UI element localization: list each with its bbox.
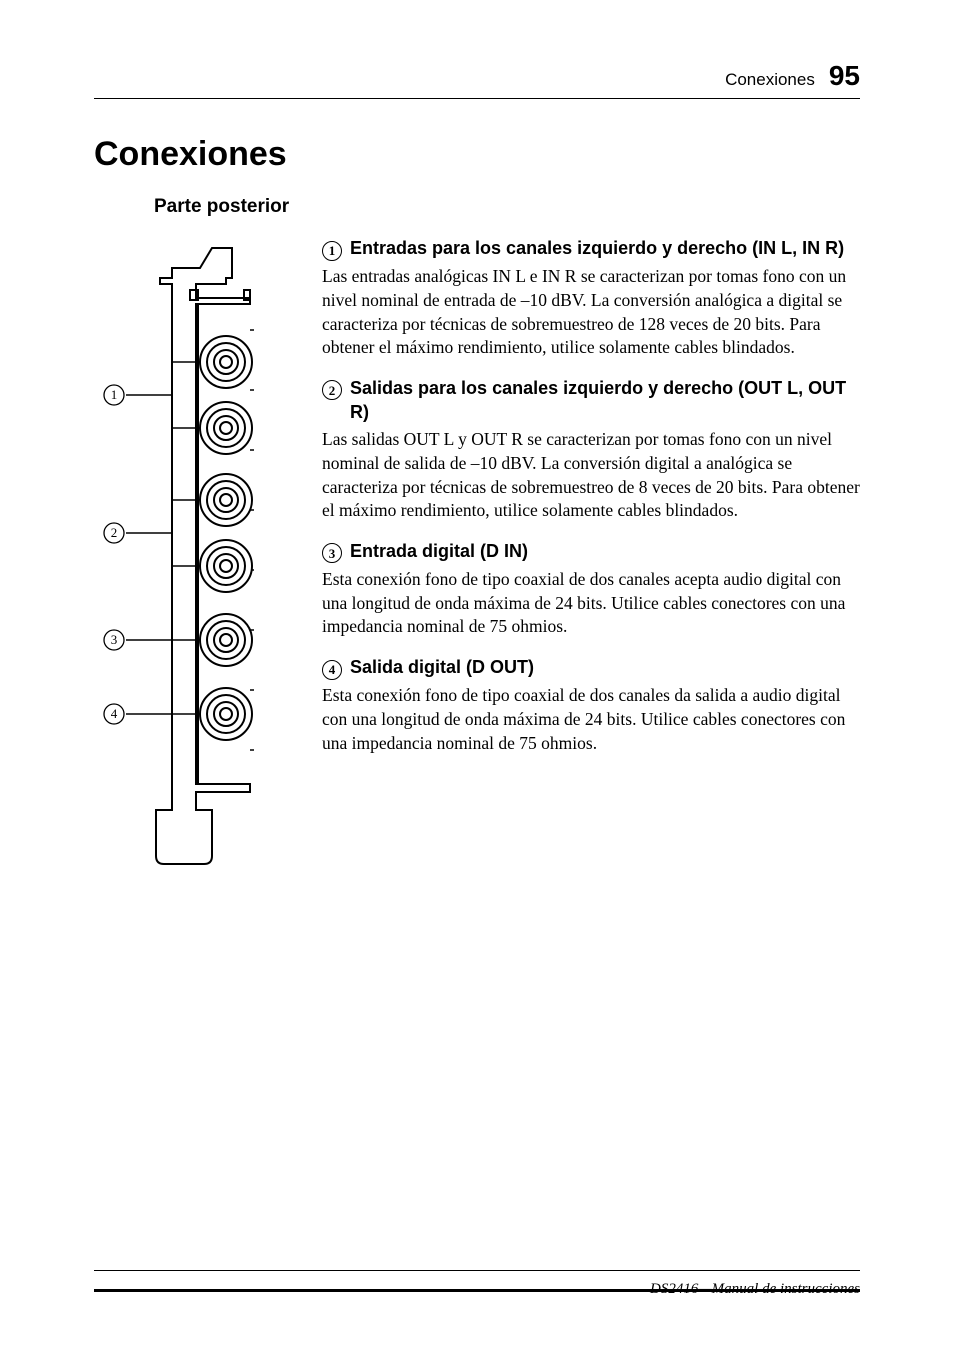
section-4-title: Salida digital (D OUT) <box>350 655 534 679</box>
rear-panel-diagram: 1 2 3 4 <box>94 240 294 880</box>
section-subtitle: Parte posterior <box>154 196 860 218</box>
section-1-title: Entradas para los canales izquierdo y de… <box>350 236 844 260</box>
header-page-number: 95 <box>829 60 860 92</box>
page-footer: DS2416—Manual de instrucciones <box>94 1270 860 1298</box>
page: Conexiones 95 Conexiones Parte posterior <box>0 0 954 1348</box>
text-column: 1 Entradas para los canales izquierdo y … <box>322 236 860 880</box>
callout-1-label: 1 <box>111 387 118 402</box>
section-1-heading: 1 Entradas para los canales izquierdo y … <box>322 236 860 261</box>
section-2-heading: 2 Salidas para los canales izquierdo y d… <box>322 376 860 425</box>
section-3-number: 3 <box>322 543 342 563</box>
section-2-body: Las salidas OUT L y OUT R se caracteriza… <box>322 428 860 523</box>
section-4-heading: 4 Salida digital (D OUT) <box>322 655 860 680</box>
section-3-title: Entrada digital (D IN) <box>350 539 528 563</box>
page-title: Conexiones <box>94 135 860 174</box>
section-2-title: Salidas para los canales izquierdo y der… <box>350 376 860 425</box>
section-2-number: 2 <box>322 380 342 400</box>
diagram-column: 1 2 3 4 <box>94 236 294 880</box>
callout-4-label: 4 <box>111 706 118 721</box>
callout-3-label: 3 <box>111 632 118 647</box>
callout-2-label: 2 <box>111 525 118 540</box>
section-1-number: 1 <box>322 241 342 261</box>
section-1-body: Las entradas analógicas IN L e IN R se c… <box>322 265 860 360</box>
content-row: 1 2 3 4 1 Entradas para los canales izqu… <box>94 236 860 880</box>
header-section-label: Conexiones <box>725 70 815 90</box>
section-3-heading: 3 Entrada digital (D IN) <box>322 539 860 564</box>
section-4-number: 4 <box>322 660 342 680</box>
footer-text: DS2416—Manual de instrucciones <box>650 1281 860 1297</box>
page-header: Conexiones 95 <box>94 60 860 99</box>
section-4-body: Esta conexión fono de tipo coaxial de do… <box>322 684 860 755</box>
section-3-body: Esta conexión fono de tipo coaxial de do… <box>322 568 860 639</box>
